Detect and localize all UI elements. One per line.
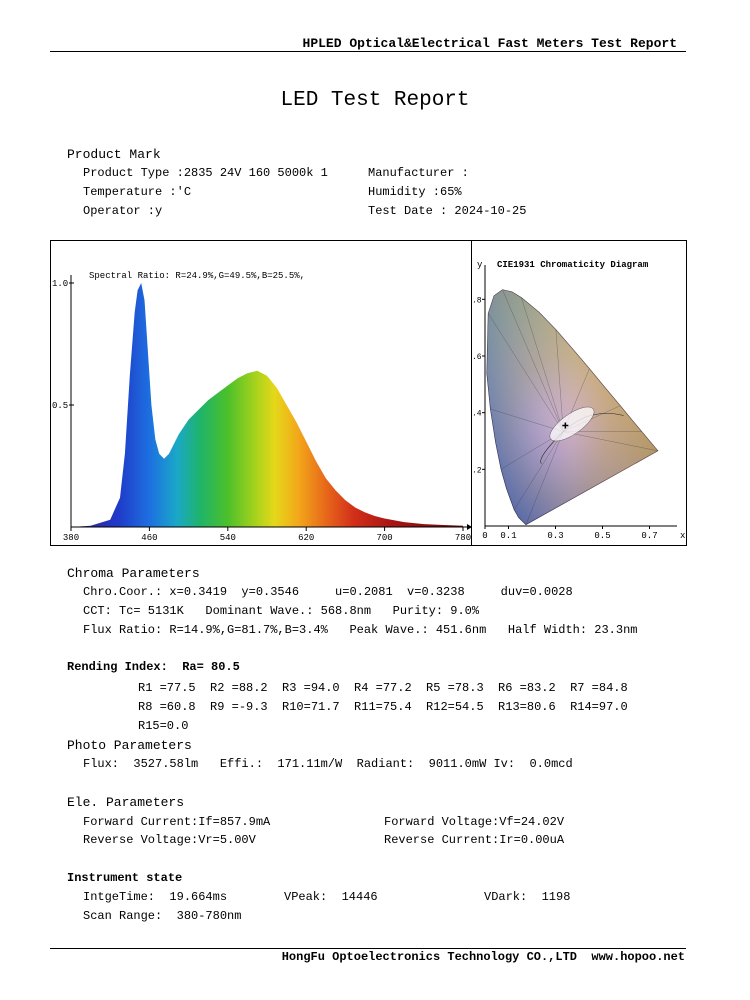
cie-x-tick-label: 0.1 (500, 531, 516, 541)
cie-region-line (513, 431, 564, 510)
cie-blue-tint (486, 289, 658, 525)
cie-y-tick-label: .4 (472, 410, 482, 419)
spectrum-x-tick-label: 700 (376, 533, 392, 543)
chart-divider (471, 241, 472, 545)
cie-region-line (488, 313, 564, 432)
spectrum-x-tick-label: 620 (298, 533, 314, 543)
cie-x-tick-label: 0.5 (594, 531, 610, 541)
forward-voltage: Forward Voltage:Vf=24.02V (384, 815, 565, 829)
rendering-index-title: Rending Index: Ra= 80.5 (67, 660, 240, 674)
cie-y-axis-label: y (477, 260, 483, 270)
spectrum-chart: 380 460 540 620 700 780 1.0 0.5 Spectral Ratio: … (52, 271, 471, 543)
flux-ratio-line: Flux Ratio: R=14.9%,G=81.7%,B=3.4% Peak … (83, 623, 638, 637)
spectrum-x-tick-label: 540 (220, 533, 236, 543)
ele-section-title: Ele. Parameters (67, 795, 185, 810)
cie-region-line (555, 329, 564, 432)
cie-x-tick-label: 0.3 (547, 531, 563, 541)
rendering-row-3: R15=0.0 (138, 719, 189, 733)
spectrum-x-tick-label: 380 (63, 533, 79, 543)
cie-region-line (490, 408, 564, 432)
humidity: Humidity :65% (368, 185, 462, 199)
photo-line: Flux: 3527.58lm Effi.: 171.11m/W Radiant… (83, 757, 573, 771)
cct-line: CCT: Tc= 5131K Dominant Wave.: 568.8nm P… (83, 604, 480, 618)
temperature: Temperature :'C (83, 185, 192, 199)
cie-region-line (502, 289, 564, 432)
integ-time: IntgeTime: 19.664ms (83, 890, 228, 904)
instrument-section-title: Instrument state (67, 871, 183, 885)
cie-x-axis-label: x (680, 531, 685, 541)
chroma-coordinates: Chro.Coor.: x=0.3419 y=0.3546 u=0.2081 v… (83, 585, 573, 599)
header-rule (50, 51, 686, 52)
cie-y-tick-label: .2 (472, 466, 482, 475)
spectrum-x-tick-label: 780 (455, 533, 471, 543)
product-type: Product Type :2835 24V 160 5000k 1 (83, 166, 328, 180)
cie-region-line (563, 431, 658, 452)
cie-chart: 0 0.1 0.3 0.5 0.7 .8 .6 .4 .2 x y CIE1931 Chromatic… (472, 260, 685, 541)
spectrum-x-arrow (467, 524, 471, 530)
reverse-current: Reverse Current:Ir=0.00uA (384, 833, 565, 847)
spectrum-x-tick-label: 460 (141, 533, 157, 543)
scan-range: Scan Range: 380-780nm (83, 909, 242, 923)
operator: Operator :y (83, 204, 163, 218)
manufacturer: Manufacturer : (368, 166, 469, 180)
vpeak: VPeak: 14446 (284, 890, 378, 904)
cie-x-tick-label: 0 (482, 531, 487, 541)
report-title: LED Test Report (280, 89, 470, 112)
vdark: VDark: 1198 (484, 890, 571, 904)
cie-region-line (521, 297, 564, 432)
chroma-section-title: Chroma Parameters (67, 566, 200, 581)
photo-section-title: Photo Parameters (67, 738, 192, 753)
footer-rule (50, 948, 686, 949)
cie-x-tick-label: 0.7 (641, 531, 657, 541)
rendering-row-2: R8 =60.8 R9 =-9.3 R10=71.7 R11=75.4 R12=… (138, 700, 628, 714)
cie-region-line (525, 431, 564, 525)
white-region (549, 406, 595, 442)
test-date: Test Date : 2024-10-25 (368, 204, 527, 218)
charts-panel: 380 460 540 620 700 780 1.0 0.5 Spectral Ratio: … (50, 240, 687, 546)
spectrum-y-tick-label: 0.5 (52, 401, 68, 411)
product-section-title: Product Mark (67, 147, 161, 162)
spectrum-area (71, 283, 463, 527)
spectral-ratio-annotation: Spectral Ratio: R=24.9%,G=49.5%,B=25.5%, (89, 271, 305, 281)
cie-y-tick-label: .6 (472, 353, 482, 362)
measured-point (562, 422, 569, 429)
forward-current: Forward Current:If=857.9mA (83, 815, 271, 829)
cie-title: CIE1931 Chromaticity Diagram (497, 260, 649, 270)
footer-text: HongFu Optoelectronics Technology CO.,LT… (281, 950, 685, 964)
reverse-voltage: Reverse Voltage:Vr=5.00V (83, 833, 256, 847)
rendering-row-1: R1 =77.5 R2 =88.2 R3 =94.0 R4 =77.2 R5 =… (138, 681, 628, 695)
cie-y-tick-label: .8 (472, 296, 482, 305)
report-header-title: HPLED Optical&Electrical Fast Meters Tes… (302, 36, 677, 51)
spectrum-y-tick-label: 1.0 (52, 279, 68, 289)
